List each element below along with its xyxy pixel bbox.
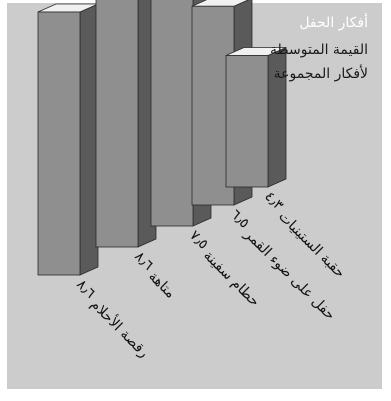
bar-side-face bbox=[79, 3, 99, 276]
chart-title: أفكار الحفل bbox=[299, 13, 368, 31]
bar-1 bbox=[37, 3, 99, 276]
bar-2 bbox=[95, 0, 157, 248]
bar-front-face bbox=[37, 11, 81, 276]
bar-front-face bbox=[225, 55, 269, 188]
bar-front-face bbox=[95, 0, 139, 248]
bar-5 bbox=[225, 46, 287, 188]
bars-layer bbox=[37, 0, 287, 276]
chart-subtitle: القيمة المتوسطة لأفكار المجموعة bbox=[270, 42, 368, 82]
bar-front-face bbox=[150, 0, 194, 227]
